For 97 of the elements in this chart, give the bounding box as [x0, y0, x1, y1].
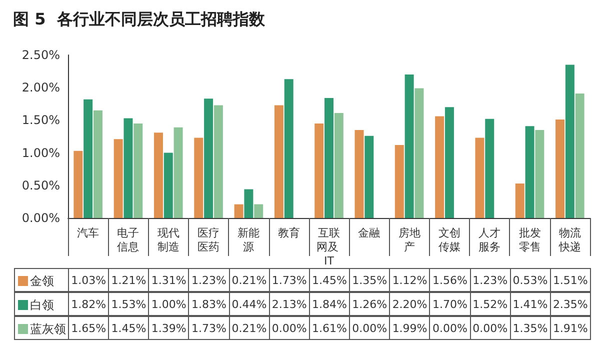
data-label: 1.26% — [349, 292, 390, 316]
data-label: 1.21% — [108, 268, 150, 292]
data-label: 1.23% — [188, 268, 230, 292]
bar — [324, 98, 334, 218]
bar — [154, 132, 163, 218]
legend-label: 蓝灰领 — [14, 316, 69, 340]
bar — [254, 204, 264, 218]
data-label: 1.82% — [68, 292, 110, 316]
bar — [274, 105, 284, 218]
data-label: 1.83% — [188, 292, 230, 316]
data-label: 2.13% — [268, 292, 310, 316]
bar — [556, 120, 565, 218]
x-tick-label: 房地产 — [398, 226, 420, 254]
y-tick-label: 1.50% — [22, 113, 60, 128]
legend-label: 金领 — [14, 268, 69, 292]
data-label: 2.20% — [389, 292, 430, 316]
data-label: 0.53% — [510, 268, 551, 292]
bar — [485, 118, 494, 218]
data-label: 1.45% — [108, 316, 150, 340]
x-tick-label: 汽车 — [77, 226, 100, 240]
data-label: 0.21% — [228, 316, 270, 340]
data-label: 1.61% — [308, 316, 350, 340]
bar — [394, 144, 404, 218]
data-label: 1.12% — [389, 268, 430, 292]
x-tick-label: 新能源 — [238, 226, 260, 254]
data-label: 1.73% — [268, 268, 310, 292]
data-label: 1.45% — [308, 268, 350, 292]
chart-title: 图 5 各行业不同层次员工招聘指数 — [13, 10, 266, 28]
data-label: 1.53% — [108, 292, 150, 316]
x-tick-label: 金融 — [358, 226, 380, 240]
x-tick-label: 现代制造 — [157, 226, 180, 254]
data-label: 1.73% — [188, 316, 230, 340]
data-label: 1.39% — [148, 316, 190, 340]
data-label: 1.52% — [470, 292, 511, 316]
data-label: 1.99% — [389, 316, 430, 340]
bar — [234, 204, 244, 218]
data-label: 2.35% — [550, 292, 591, 316]
bar — [164, 152, 173, 218]
y-tick-label: 0.50% — [22, 178, 60, 192]
bar — [414, 88, 424, 218]
data-label: 0.44% — [228, 292, 270, 316]
data-label: 1.70% — [429, 292, 471, 316]
data-label: 1.31% — [148, 268, 190, 292]
data-label: 1.84% — [308, 292, 350, 316]
data-label: 1.23% — [470, 268, 511, 292]
bar — [114, 139, 123, 218]
bar — [475, 138, 484, 218]
data-label: 0.00% — [429, 316, 471, 340]
bar — [364, 136, 374, 218]
bar — [515, 183, 524, 218]
data-label: 1.35% — [510, 316, 551, 340]
data-label: 1.03% — [68, 268, 110, 292]
bar — [444, 107, 454, 218]
bar — [214, 105, 223, 218]
x-tick-label: 物流快递 — [558, 226, 581, 254]
bar — [404, 74, 414, 218]
y-tick-label: 1.00% — [22, 146, 60, 160]
bar — [334, 113, 344, 218]
x-tick-label: 文创传媒 — [438, 226, 460, 254]
bar — [204, 98, 214, 218]
data-label: 1.91% — [550, 316, 591, 340]
bar — [435, 116, 444, 218]
bar — [134, 123, 143, 218]
data-label: 1.65% — [68, 316, 110, 340]
bar — [354, 130, 364, 218]
data-label: 0.00% — [470, 316, 511, 340]
x-tick-label: 人才服务 — [478, 226, 501, 254]
x-tick-label: 电子信息 — [117, 226, 140, 254]
data-label: 0.00% — [349, 316, 390, 340]
data-label: 1.35% — [349, 268, 390, 292]
data-label: 1.41% — [510, 292, 551, 316]
bar — [124, 118, 133, 218]
bar — [174, 127, 183, 218]
y-tick-label: 2.50% — [22, 48, 60, 62]
y-tick-label: 0.00% — [22, 211, 60, 225]
bar — [314, 123, 324, 218]
data-label: 0.00% — [268, 316, 310, 340]
bar — [244, 189, 254, 218]
data-label: 1.51% — [550, 268, 591, 292]
data-label: 1.56% — [429, 268, 471, 292]
bar — [525, 126, 534, 218]
x-tick-label: 医疗医药 — [198, 226, 220, 254]
legend-label: 白领 — [14, 292, 69, 316]
bar — [93, 110, 102, 218]
bar — [84, 99, 93, 218]
y-tick-label: 2.00% — [22, 80, 60, 95]
bar — [74, 150, 83, 218]
x-tick-label: 教育 — [278, 226, 300, 240]
bar — [284, 79, 294, 218]
data-label: 0.21% — [228, 268, 270, 292]
bar — [535, 130, 544, 218]
x-tick-label: 批发零售 — [518, 226, 541, 254]
bar — [565, 64, 574, 218]
bar — [194, 138, 204, 218]
data-label: 1.00% — [148, 292, 190, 316]
x-tick-label: 互联网及 IT — [316, 226, 342, 268]
bar — [575, 93, 584, 218]
